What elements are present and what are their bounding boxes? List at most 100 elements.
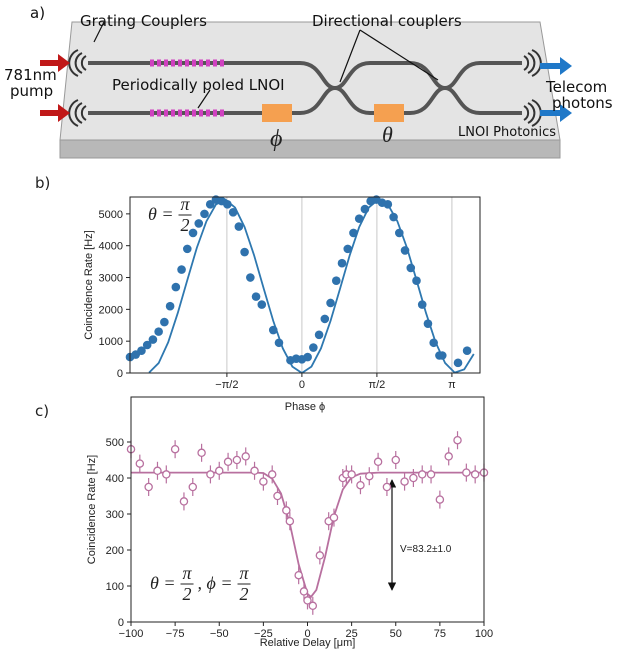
data-point <box>251 292 261 301</box>
x-tick-label: 0 <box>304 628 310 640</box>
data-point <box>267 470 277 479</box>
data-point <box>142 340 152 350</box>
data-point <box>200 209 209 219</box>
chip-diagram: a) Grating Couplers Directional couplers… <box>4 4 613 159</box>
y-tick-label: 200 <box>106 545 124 557</box>
data-point <box>250 466 259 476</box>
label: 781nm <box>4 66 57 84</box>
annotation: V=83.2±1.0 <box>400 544 452 555</box>
y-tick-label: 100 <box>106 581 124 593</box>
x-tick-label: 50 <box>390 628 402 640</box>
data-point <box>294 570 303 580</box>
y-tick-label: 3000 <box>99 273 123 285</box>
data-point <box>223 457 233 467</box>
data-point <box>417 300 427 309</box>
data-point <box>188 228 198 238</box>
data-point <box>282 506 291 515</box>
data-point <box>241 452 250 461</box>
data-point <box>137 346 146 356</box>
data-point <box>197 448 206 458</box>
data-point <box>268 325 278 335</box>
panel-label: c) <box>35 402 49 420</box>
data-point <box>303 352 312 362</box>
data-point <box>470 470 480 479</box>
label: Telecom <box>545 78 607 96</box>
annotation: 2 <box>183 584 192 604</box>
x-axis-label: Relative Delay [μm] <box>260 637 356 649</box>
data-point <box>347 470 356 479</box>
x-tick-label: −100 <box>119 628 144 640</box>
annotation: π <box>183 563 193 583</box>
y-tick-label: 0 <box>118 617 124 629</box>
phase-shifter <box>262 104 292 122</box>
data-point <box>383 200 393 209</box>
data-point <box>234 222 244 231</box>
x-tick-label: 0 <box>299 379 305 391</box>
data-point <box>205 200 215 209</box>
pointer <box>197 89 211 109</box>
data-point <box>214 466 224 476</box>
x-tick-label: −25 <box>254 628 273 640</box>
data-point <box>406 263 416 273</box>
annotation: π <box>181 194 191 214</box>
y-tick-label: 400 <box>106 473 124 485</box>
data-point <box>429 338 438 348</box>
data-point <box>453 358 463 368</box>
data-point <box>444 452 453 461</box>
data-point <box>426 470 436 479</box>
data-point <box>299 587 309 596</box>
data-point <box>179 497 189 506</box>
data-point <box>154 327 163 336</box>
x-tick-label: −50 <box>210 628 229 640</box>
plot-frame <box>130 396 485 623</box>
data-point <box>400 246 410 255</box>
data-point <box>246 273 255 282</box>
label: Periodically poled LNOI <box>112 76 285 94</box>
label: Grating Couplers <box>80 12 207 30</box>
data-point <box>373 457 383 467</box>
panel-label: a) <box>30 4 45 22</box>
data-point <box>453 435 462 445</box>
x-tick-label: π/2 <box>369 379 386 391</box>
output-arrows <box>540 57 572 122</box>
pump-arrows <box>40 54 70 122</box>
data-point <box>153 466 162 476</box>
data-point <box>170 444 180 454</box>
data-point <box>417 470 427 479</box>
x-axis-label: Phase ϕ <box>285 401 325 413</box>
x-tick-label: 75 <box>434 628 446 640</box>
label: pump <box>10 82 53 100</box>
data-point <box>194 219 204 228</box>
y-tick-label: 2000 <box>99 304 123 316</box>
data-point <box>285 516 295 526</box>
x-tick-label: −π/2 <box>215 379 238 391</box>
data-point <box>337 258 347 268</box>
data-point <box>437 351 447 360</box>
x-tick-label: 100 <box>475 628 493 640</box>
data-point <box>314 330 324 340</box>
data-point <box>412 276 421 286</box>
annotation: , ϕ = <box>198 573 233 593</box>
annotation: θ = <box>150 573 176 593</box>
data-point <box>365 471 374 481</box>
data-point <box>329 513 339 522</box>
x-tick-label: −75 <box>166 628 185 640</box>
annotation: π <box>240 563 250 583</box>
label: Directional couplers <box>312 12 462 30</box>
data-point <box>135 459 145 468</box>
data-point <box>315 551 325 560</box>
data-point <box>326 298 335 308</box>
annotation: 2 <box>181 215 190 235</box>
y-tick-label: 4000 <box>99 241 123 253</box>
data-point <box>144 482 153 492</box>
data-point <box>148 335 158 344</box>
y-tick-label: 5000 <box>99 209 123 221</box>
data-point <box>462 468 471 477</box>
y-tick-label: 1000 <box>99 336 123 348</box>
y-tick-label: 300 <box>106 509 124 521</box>
annotation: 2 <box>240 584 249 604</box>
data-point <box>391 455 400 465</box>
data-point <box>320 314 330 324</box>
